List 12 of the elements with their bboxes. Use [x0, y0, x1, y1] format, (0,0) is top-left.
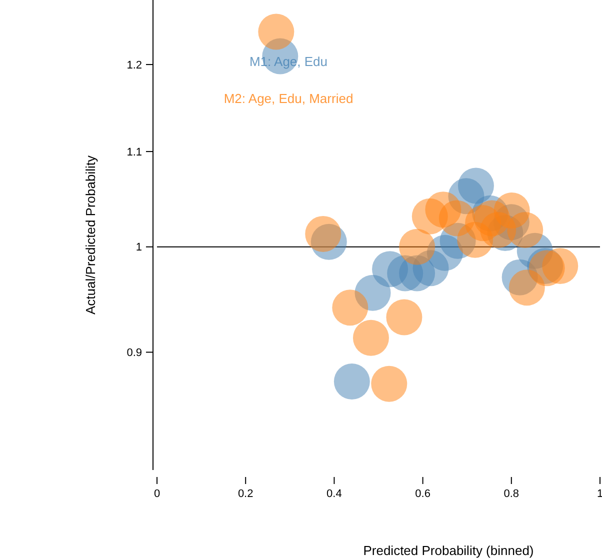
x-axis-title: Predicted Probability (binned) — [363, 543, 534, 558]
x-tick-label: 0 — [154, 488, 160, 500]
x-tick-label: 0.4 — [326, 488, 342, 500]
y-tick-label: 1 — [136, 242, 142, 254]
y-axis-title: Actual/Predicted Probability — [83, 155, 98, 314]
y-tick-label: 0.9 — [126, 347, 142, 360]
x-tick-label: 0.6 — [415, 488, 430, 500]
y-tick-label: 1.2 — [126, 59, 142, 72]
text: M2: Age, Edu, Married — [224, 91, 354, 106]
x-tick-label: 0.2 — [238, 488, 254, 500]
y-tick-label: 1.1 — [126, 146, 142, 158]
x-tick-label: 0.8 — [504, 488, 520, 500]
